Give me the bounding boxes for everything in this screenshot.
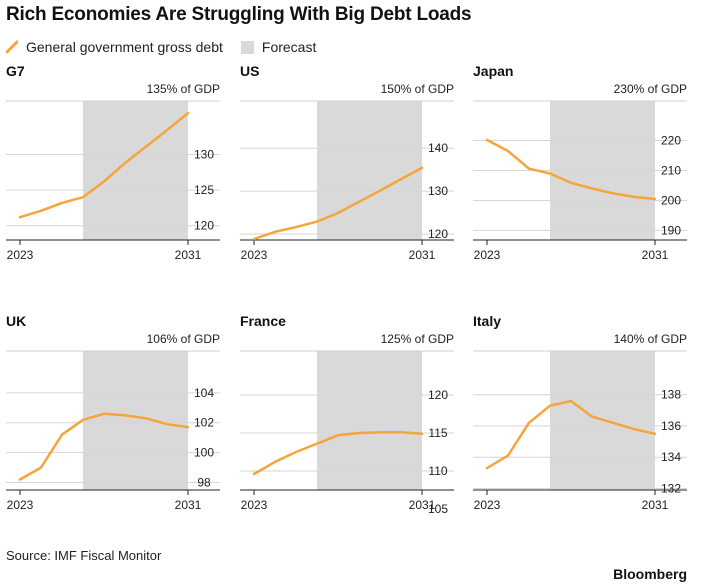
bloomberg-logo: Bloomberg xyxy=(613,566,687,582)
y-tick-label: 130 xyxy=(194,147,214,161)
unit-label: 230% of GDP xyxy=(614,82,687,96)
unit-label: 140% of GDP xyxy=(614,332,687,346)
y-tick-label: 120 xyxy=(428,388,448,402)
panel-title: UK xyxy=(6,313,27,329)
forecast-shade xyxy=(317,351,422,490)
y-tick-label: 132 xyxy=(661,481,681,495)
x-tick-label: 2023 xyxy=(7,498,34,512)
y-tick-label: 98 xyxy=(197,476,211,490)
y-tick-label: 210 xyxy=(661,164,681,178)
x-tick-label: 2031 xyxy=(642,248,669,262)
legend-forecast-swatch xyxy=(240,40,254,54)
panel-us: US 120 130 140 150% of GDP 2023 2031 xyxy=(240,63,454,263)
y-tick-label: 120 xyxy=(428,227,448,241)
x-tick-label: 2023 xyxy=(241,248,268,262)
x-tick-label: 2031 xyxy=(409,248,436,262)
series-line xyxy=(18,111,190,219)
forecast-shade xyxy=(83,351,188,490)
x-tick-label: 2023 xyxy=(474,498,501,512)
panel-japan: Japan 190 200 210 220 230% of GDP 2023 2031 xyxy=(473,63,687,263)
y-tick-label: 220 xyxy=(661,134,681,148)
y-tick-label: 138 xyxy=(661,388,681,402)
panel-plot: 105 110 115 120 125% of GDP 2023 2031 xyxy=(240,332,454,516)
panel-plot: 132 134 136 138 140% of GDP 2023 2031 xyxy=(473,332,687,512)
y-tick-label: 120 xyxy=(194,219,214,233)
series-line xyxy=(18,412,190,481)
y-tick-label: 200 xyxy=(661,193,681,207)
forecast-shade xyxy=(317,101,422,240)
y-tick-label: 104 xyxy=(194,386,214,400)
y-tick-label: 130 xyxy=(428,184,448,198)
unit-label: 106% of GDP xyxy=(147,332,220,346)
y-tick-label: 102 xyxy=(194,416,214,430)
panel-title: France xyxy=(240,313,286,329)
series-line xyxy=(485,399,657,470)
x-tick-label: 2031 xyxy=(175,498,202,512)
panel-g7: G7 120 125 130 135% of GDP 2023 2031 xyxy=(6,63,220,263)
x-tick-label: 2031 xyxy=(642,498,669,512)
series-line xyxy=(252,431,424,476)
legend-forecast-label: Forecast xyxy=(261,39,317,55)
panel-title: G7 xyxy=(6,63,25,79)
panel-plot: 120 130 140 150% of GDP 2023 2031 xyxy=(240,82,454,262)
y-tick-label: 100 xyxy=(194,446,214,460)
x-tick-label: 2023 xyxy=(241,498,268,512)
chart-title: Rich Economies Are Struggling With Big D… xyxy=(6,4,472,25)
legend-series-label: General government gross debt xyxy=(26,39,223,55)
series-line xyxy=(485,138,657,201)
y-tick-label: 115 xyxy=(428,426,447,440)
legend: General government gross debt Forecast xyxy=(6,38,316,56)
panel-title: Japan xyxy=(473,63,514,79)
unit-label: 135% of GDP xyxy=(147,82,220,96)
panel-france: France 105 110 115 120 125% of GDP 2023 2031 xyxy=(240,313,454,516)
y-tick-label: 125 xyxy=(194,183,214,197)
forecast-shade xyxy=(83,101,188,240)
panel-plot: 98 100 102 104 106% of GDP 2023 2031 xyxy=(6,332,220,512)
panel-title: US xyxy=(240,63,260,79)
x-tick-label: 2031 xyxy=(409,498,436,512)
panel-plot: 190 200 210 220 230% of GDP 2023 2031 xyxy=(473,82,687,262)
y-tick-label: 136 xyxy=(661,419,681,433)
series-line xyxy=(252,166,424,241)
source-note: Source: IMF Fiscal Monitor xyxy=(6,548,162,563)
panel-title: Italy xyxy=(473,313,502,329)
panel-uk: UK 98 100 102 104 106% of GDP 2023 2031 xyxy=(6,313,220,513)
y-tick-label: 134 xyxy=(661,450,681,464)
y-tick-label: 105 xyxy=(428,502,448,516)
legend-line-swatch xyxy=(6,40,18,54)
panel-italy: Italy 132 134 136 138 140% of GDP 2023 2031 xyxy=(473,313,687,513)
y-tick-label: 190 xyxy=(661,223,681,237)
x-tick-label: 2023 xyxy=(7,248,34,262)
y-tick-label: 110 xyxy=(428,464,447,478)
x-tick-label: 2023 xyxy=(474,248,501,262)
x-tick-label: 2031 xyxy=(175,248,202,262)
y-tick-label: 140 xyxy=(428,141,448,155)
unit-label: 125% of GDP xyxy=(381,332,454,346)
unit-label: 150% of GDP xyxy=(381,82,454,96)
panel-plot: 120 125 130 135% of GDP 2023 2031 xyxy=(6,82,220,262)
